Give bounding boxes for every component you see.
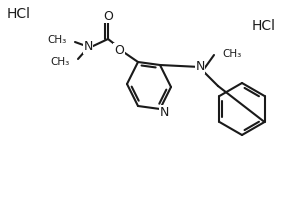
Text: CH₃: CH₃: [51, 57, 70, 67]
Text: N: N: [159, 105, 169, 119]
Text: N: N: [195, 61, 205, 73]
Text: O: O: [103, 10, 113, 22]
Text: CH₃: CH₃: [222, 49, 241, 59]
Text: N: N: [83, 41, 93, 53]
Text: O: O: [114, 43, 124, 57]
Text: HCl: HCl: [7, 7, 31, 21]
Text: HCl: HCl: [252, 19, 276, 33]
Text: CH₃: CH₃: [48, 35, 67, 45]
